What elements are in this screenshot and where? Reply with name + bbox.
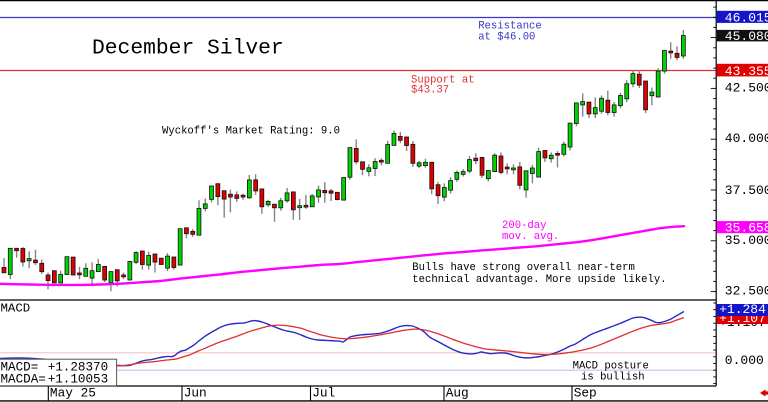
svg-text:at $46.00: at $46.00 [478, 31, 535, 43]
svg-text:35.000: 35.000 [725, 233, 768, 248]
svg-text:May 25: May 25 [50, 386, 96, 401]
svg-text:MACD posture: MACD posture [573, 361, 649, 373]
svg-text:Aug: Aug [446, 386, 469, 401]
svg-text:Bulls have strong overall near: Bulls have strong overall near-term [412, 262, 635, 274]
svg-text:is bullish: is bullish [581, 371, 645, 383]
svg-text:Wyckoff's Market Rating: 9.0: Wyckoff's Market Rating: 9.0 [162, 126, 340, 138]
svg-text:42.500: 42.500 [725, 81, 768, 96]
svg-text:35.658: 35.658 [725, 221, 768, 236]
svg-text:40.000: 40.000 [725, 131, 768, 146]
svg-text:MACD=: MACD= [1, 360, 39, 374]
svg-text:MACD: MACD [1, 301, 31, 315]
svg-text:technical advantage. More upsi: technical advantage. More upside likely. [412, 274, 666, 286]
svg-text:Jun: Jun [184, 386, 207, 401]
svg-text:32.500: 32.500 [725, 283, 768, 298]
svg-text:mov. avg.: mov. avg. [502, 231, 559, 243]
svg-text:December Silver: December Silver [92, 36, 284, 60]
svg-text:$43.37: $43.37 [411, 85, 449, 97]
svg-text:Resistance: Resistance [478, 20, 542, 32]
svg-text:46.015: 46.015 [725, 11, 768, 26]
svg-text:45.080: 45.080 [725, 29, 768, 44]
svg-text:Sep: Sep [574, 386, 597, 401]
svg-text:43.355: 43.355 [725, 64, 768, 79]
svg-text:Support at: Support at [411, 75, 475, 87]
svg-text:MACDA=: MACDA= [1, 373, 46, 387]
svg-text:+1.284: +1.284 [719, 302, 766, 317]
svg-text:Jul: Jul [312, 386, 335, 401]
svg-text:37.500: 37.500 [725, 183, 768, 198]
svg-text:+1.28370: +1.28370 [48, 360, 108, 374]
svg-text:0.000: 0.000 [725, 353, 764, 368]
svg-text:200-day: 200-day [502, 220, 547, 232]
svg-text:+1.10053: +1.10053 [48, 373, 108, 387]
